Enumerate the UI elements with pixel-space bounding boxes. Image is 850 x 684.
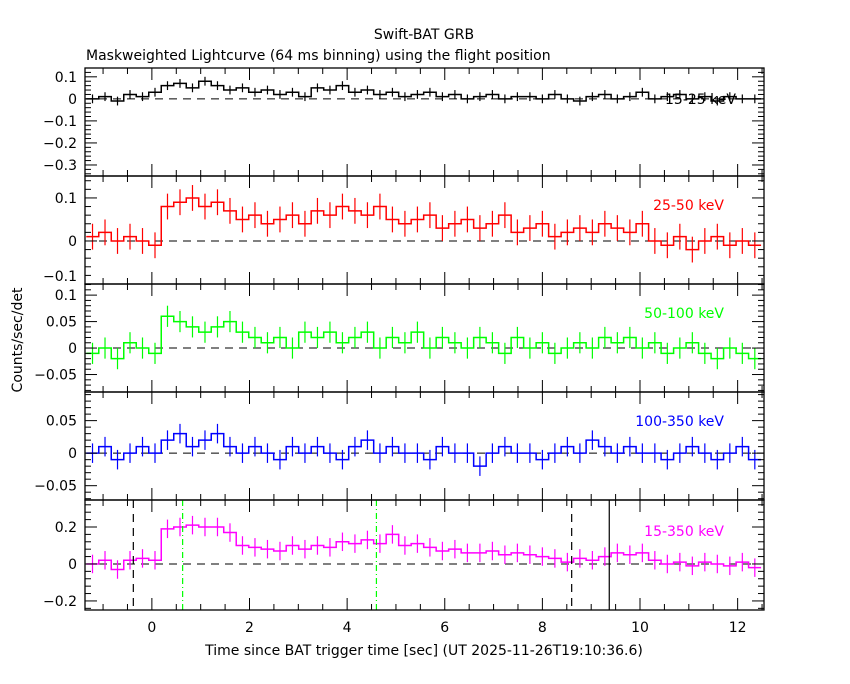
y-tick-label: 0.1	[55, 288, 77, 304]
series-line-0	[86, 80, 762, 102]
series-label: 100-350 keV	[635, 414, 724, 430]
panel-frame	[84, 499, 765, 611]
y-tick-label: 0.1	[55, 70, 77, 86]
y-tick-label: −0.1	[43, 269, 77, 285]
y-tick-label: 0	[68, 557, 77, 573]
y-axis-label: Counts/sec/det	[10, 287, 26, 392]
x-tick-label: 8	[538, 620, 547, 636]
series-label: 25-50 keV	[653, 198, 724, 214]
series-line-1	[86, 197, 762, 251]
series-line-4	[86, 524, 762, 571]
y-tick-label: 0.05	[46, 315, 77, 331]
y-tick-label: 0	[68, 341, 77, 357]
y-tick-label: −0.3	[43, 158, 77, 174]
y-tick-label: −0.05	[34, 368, 77, 384]
panel-frame	[84, 283, 765, 393]
y-tick-label: −0.05	[34, 479, 77, 495]
x-tick-label: 12	[729, 620, 747, 636]
series-line-2	[86, 315, 762, 360]
y-tick-label: 0.05	[46, 414, 77, 430]
x-axis-label: Time since BAT trigger time [sec] (UT 20…	[204, 643, 643, 659]
x-tick-label: 4	[343, 620, 352, 636]
series-label: 50-100 keV	[644, 306, 724, 322]
y-tick-label: −0.1	[43, 114, 77, 130]
x-tick-label: 10	[631, 620, 649, 636]
y-tick-label: 0	[68, 234, 77, 250]
chart-subtitle: Maskweighted Lightcurve (64 ms binning) …	[86, 48, 551, 64]
y-tick-label: −0.2	[43, 594, 77, 610]
y-tick-label: 0	[68, 92, 77, 108]
x-tick-label: 2	[245, 620, 254, 636]
panel-frame	[84, 175, 765, 285]
chart-title: Swift-BAT GRB	[374, 27, 474, 43]
x-tick-label: 0	[147, 620, 156, 636]
y-tick-label: 0.2	[55, 520, 77, 536]
x-tick-label: 6	[440, 620, 449, 636]
series-line-3	[86, 432, 762, 467]
series-label: 15-350 keV	[644, 524, 724, 540]
series-label: 15-25 keV	[665, 92, 736, 108]
y-tick-label: 0.1	[55, 191, 77, 207]
y-tick-label: 0	[68, 446, 77, 462]
y-tick-label: −0.2	[43, 136, 77, 152]
